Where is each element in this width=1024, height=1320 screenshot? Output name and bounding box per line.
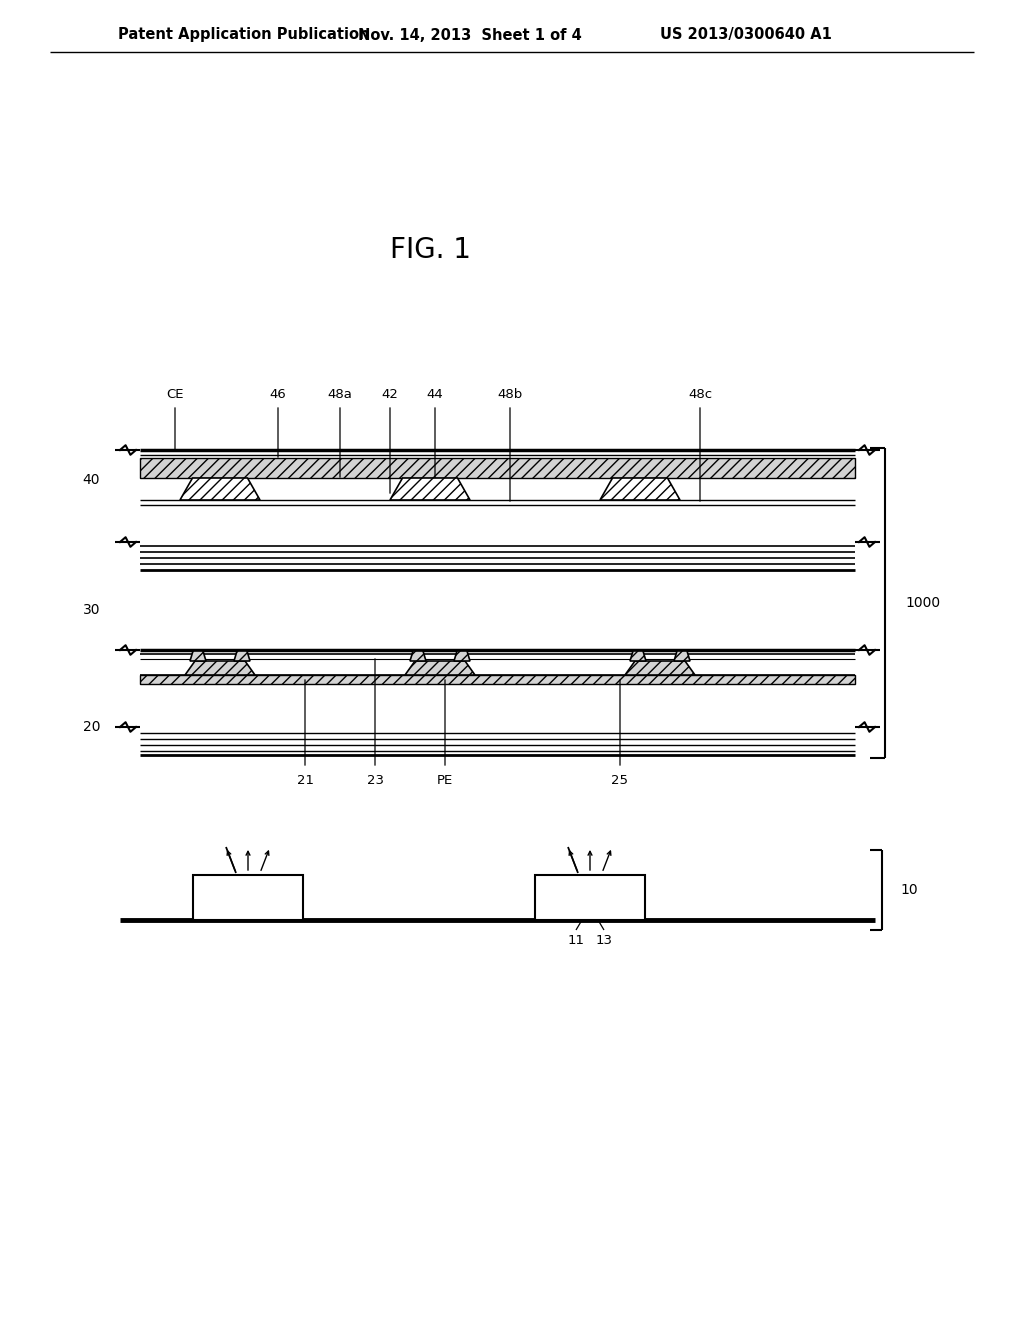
Text: 20: 20 xyxy=(83,719,100,734)
Text: 10: 10 xyxy=(900,883,918,898)
Text: 44: 44 xyxy=(427,388,443,401)
Text: PE: PE xyxy=(437,774,454,787)
Text: 40: 40 xyxy=(83,473,100,487)
Text: FIG. 1: FIG. 1 xyxy=(389,236,470,264)
Text: 48c: 48c xyxy=(688,388,712,401)
Text: 48b: 48b xyxy=(498,388,522,401)
Polygon shape xyxy=(630,651,646,661)
Text: 42: 42 xyxy=(382,388,398,401)
Text: 46: 46 xyxy=(269,388,287,401)
Text: 25: 25 xyxy=(611,774,629,787)
Bar xyxy=(140,458,855,478)
Polygon shape xyxy=(185,661,255,675)
Polygon shape xyxy=(406,661,475,675)
Text: 21: 21 xyxy=(297,774,313,787)
Polygon shape xyxy=(600,478,680,500)
Polygon shape xyxy=(625,661,695,675)
Polygon shape xyxy=(410,651,426,661)
Polygon shape xyxy=(390,478,470,500)
Polygon shape xyxy=(180,478,260,500)
Text: 23: 23 xyxy=(367,774,384,787)
Text: 30: 30 xyxy=(83,603,100,616)
Text: 1000: 1000 xyxy=(905,597,940,610)
Polygon shape xyxy=(674,651,690,661)
Text: 48a: 48a xyxy=(328,388,352,401)
Text: CE: CE xyxy=(166,388,183,401)
Text: Nov. 14, 2013  Sheet 1 of 4: Nov. 14, 2013 Sheet 1 of 4 xyxy=(358,28,582,42)
Bar xyxy=(193,875,303,920)
Polygon shape xyxy=(454,651,470,661)
Polygon shape xyxy=(190,651,206,661)
Polygon shape xyxy=(234,651,250,661)
Bar xyxy=(535,875,645,920)
Text: US 2013/0300640 A1: US 2013/0300640 A1 xyxy=(660,28,831,42)
Text: 11: 11 xyxy=(567,933,585,946)
Bar xyxy=(140,675,855,684)
Text: 13: 13 xyxy=(596,933,612,946)
Text: Patent Application Publication: Patent Application Publication xyxy=(118,28,370,42)
